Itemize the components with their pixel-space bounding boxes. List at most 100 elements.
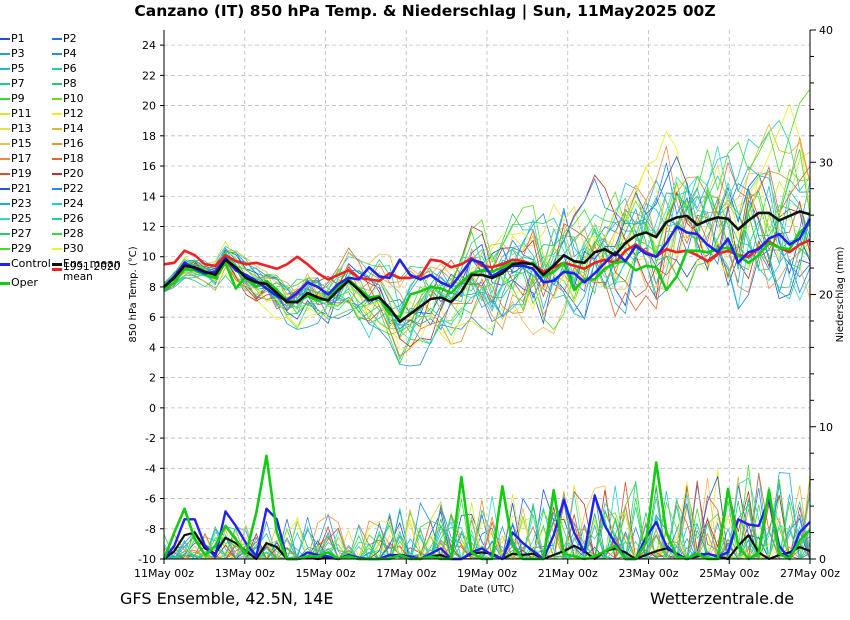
legend-swatch <box>0 53 10 55</box>
y-tick-label: -8 <box>145 523 156 536</box>
legend-swatch <box>52 68 62 70</box>
legend-item-p1: P1 <box>0 32 25 45</box>
legend-label: P23 <box>11 197 32 210</box>
legend-swatch <box>0 68 10 70</box>
member-temp-line <box>163 149 811 325</box>
legend-label: P13 <box>11 122 32 135</box>
x-tick-label: 13May 00z <box>215 567 275 580</box>
legend-item-p8: P8 <box>52 77 77 90</box>
1991-2020-mean-line <box>163 238 811 283</box>
legend-item-p10: P10 <box>52 92 84 105</box>
y2-tick-label: 40 <box>819 24 833 37</box>
legend-swatch <box>52 248 62 250</box>
legend-swatch <box>0 218 10 220</box>
legend-swatch <box>0 173 10 175</box>
legend-swatch <box>52 203 62 205</box>
control-precip-line <box>163 494 811 561</box>
legend-swatch <box>0 98 10 100</box>
legend-label: P27 <box>11 227 32 240</box>
legend-swatch <box>0 248 10 250</box>
y-tick-label: 10 <box>142 251 156 264</box>
legend-item-p23: P23 <box>0 197 32 210</box>
legend-item-control: Control <box>0 257 51 270</box>
legend-swatch <box>0 83 10 85</box>
legend-swatch <box>52 98 62 100</box>
y2-tick-label: 20 <box>819 289 833 302</box>
legend-item-p26: P26 <box>52 212 84 225</box>
legend-swatch <box>52 173 62 175</box>
y2-tick-label: 0 <box>819 553 826 566</box>
legend-item-oper: Oper <box>0 276 38 289</box>
legend-label: Ens. mean <box>63 257 121 270</box>
legend-item-p14: P14 <box>52 122 84 135</box>
legend-label: P19 <box>11 167 32 180</box>
y-axis-label: 850 hPa Temp. (°C) <box>128 246 139 342</box>
legend-label: P26 <box>63 212 84 225</box>
chart-axes: -10-8-6-4-202468101214161820222401020304… <box>128 24 846 595</box>
legend-swatch <box>0 113 10 115</box>
legend-item-p21: P21 <box>0 182 32 195</box>
x-tick-label: 15May 00z <box>295 567 355 580</box>
legend-label: P16 <box>63 137 84 150</box>
legend-swatch <box>52 233 62 235</box>
legend-label: P30 <box>63 242 84 255</box>
legend-item-p9: P9 <box>0 92 25 105</box>
y-tick-label: -6 <box>145 493 156 506</box>
y-tick-label: 24 <box>142 39 156 52</box>
legend-label: 1991-2020 mean <box>63 261 121 283</box>
legend-label: P20 <box>63 167 84 180</box>
legend-item-p22: P22 <box>52 182 84 195</box>
legend-item-p4: P4 <box>52 47 77 60</box>
legend-swatch <box>52 143 62 145</box>
y-tick-label: 4 <box>149 341 156 354</box>
ens-mean-line <box>163 210 811 324</box>
legend-item-p28: P28 <box>52 227 84 240</box>
y2-tick-label: 30 <box>819 156 833 169</box>
y-tick-label: 14 <box>142 190 156 203</box>
legend-label: P18 <box>63 152 84 165</box>
legend-label: P6 <box>63 62 77 75</box>
legend-swatch <box>52 267 62 271</box>
legend-item-p25: P25 <box>0 212 32 225</box>
legend-label: P10 <box>63 92 84 105</box>
legend-label: P2 <box>63 32 77 45</box>
legend-label: P22 <box>63 182 84 195</box>
y-tick-label: 0 <box>149 402 156 415</box>
legend-swatch <box>0 143 10 145</box>
legend-item-p12: P12 <box>52 107 84 120</box>
legend-label: P29 <box>11 242 32 255</box>
y-tick-label: 2 <box>149 372 156 385</box>
legend-item-p2: P2 <box>52 32 77 45</box>
legend-item-1991-2020-mean: 1991-2020 mean <box>52 262 125 282</box>
legend-swatch <box>0 158 10 160</box>
legend-item-p15: P15 <box>0 137 32 150</box>
legend-label: P24 <box>63 197 84 210</box>
legend-label: P17 <box>11 152 32 165</box>
legend-item-p7: P7 <box>0 77 25 90</box>
x-tick-label: 21May 00z <box>538 567 598 580</box>
legend-item-p13: P13 <box>0 122 32 135</box>
legend-label: Control <box>11 257 51 270</box>
legend-label: P11 <box>11 107 32 120</box>
legend-swatch <box>0 203 10 205</box>
x-tick-label: 27May 00z <box>780 567 840 580</box>
y-tick-label: 6 <box>149 311 156 324</box>
y-tick-label: 18 <box>142 130 156 143</box>
legend-label: P9 <box>11 92 25 105</box>
legend-swatch <box>52 38 62 40</box>
legend-label: P4 <box>63 47 77 60</box>
x-tick-label: 19May 00z <box>457 567 517 580</box>
y-tick-label: 16 <box>142 160 156 173</box>
legend-label: P21 <box>11 182 32 195</box>
legend-item-p17: P17 <box>0 152 32 165</box>
legend-swatch <box>0 233 10 235</box>
legend-item-p29: P29 <box>0 242 32 255</box>
legend-item-p30: P30 <box>52 242 84 255</box>
legend-item-p16: P16 <box>52 137 84 150</box>
legend-label: P25 <box>11 212 32 225</box>
x-tick-label: 17May 00z <box>376 567 436 580</box>
legend-label: P7 <box>11 77 25 90</box>
y-tick-label: -2 <box>145 432 156 445</box>
legend-swatch <box>52 53 62 55</box>
